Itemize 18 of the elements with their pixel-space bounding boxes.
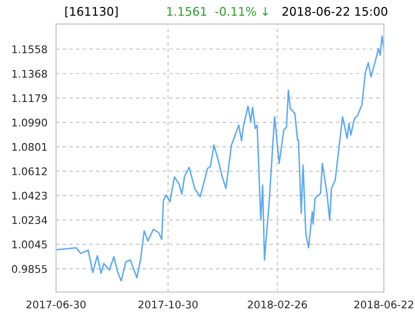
y-tick-label: 1.0990: [12, 118, 47, 127]
line-series: [56, 35, 384, 282]
y-tick-label: 1.1179: [12, 94, 47, 102]
y-tick-label: 1.1368: [12, 70, 47, 78]
text: 2018-06-22 15:00: [282, 6, 388, 16]
x-tick-label: 2018-06-22: [354, 300, 414, 308]
x-tick-label: 2017-06-30: [26, 300, 86, 308]
chart-subtitle: 1.1561 -0.11% ↓: [167, 6, 268, 16]
y-tick-label: 1.0045: [12, 240, 47, 248]
x-tick-label: 2017-10-30: [138, 300, 198, 308]
chart-title: [161130]: [65, 6, 118, 18]
y-tick-label: 1.1558: [12, 45, 47, 54]
y-tick-label: 1.0612: [12, 167, 47, 176]
y-tick-label: 0.9855: [12, 265, 47, 273]
y-tick-label: 1.0801: [12, 143, 47, 151]
y-tick-label: 1.0234: [12, 216, 48, 224]
y-tick-label: 1.0423: [12, 192, 47, 200]
x-tick-label: 2018-02-26: [248, 300, 307, 308]
